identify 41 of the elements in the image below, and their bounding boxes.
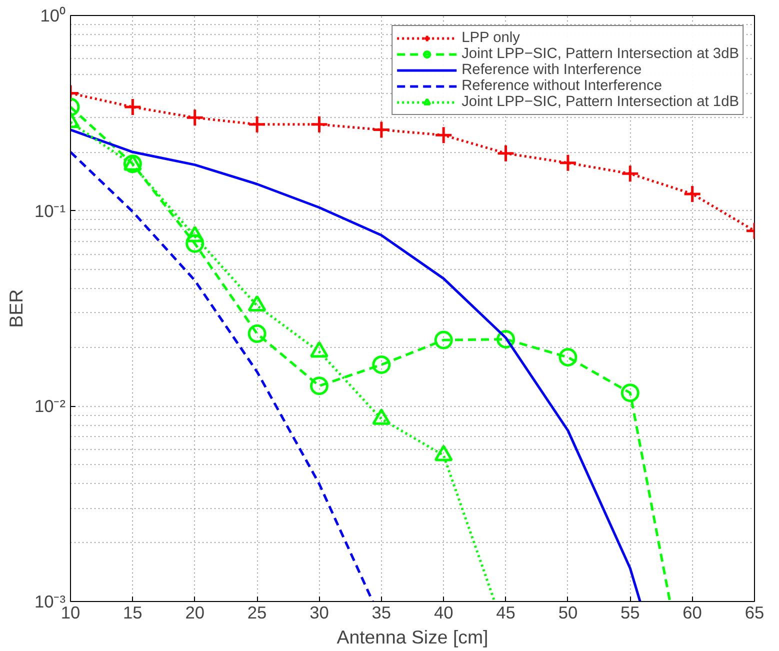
point xyxy=(620,164,640,183)
x-tick-label: 45 xyxy=(496,602,516,622)
x-tick-label: 10 xyxy=(60,602,80,622)
point xyxy=(496,330,516,349)
point xyxy=(683,184,702,204)
point xyxy=(558,348,578,366)
legend-label: Joint LPP−SIC, Pattern Intersection at 3dB xyxy=(462,46,739,62)
point xyxy=(496,144,516,163)
y-axis-title: BER xyxy=(5,289,26,328)
x-tick-label: 40 xyxy=(434,602,454,622)
point xyxy=(620,384,640,402)
point xyxy=(248,115,266,134)
point xyxy=(434,126,453,144)
x-tick-label: 50 xyxy=(558,602,578,622)
x-tick-label: 60 xyxy=(682,602,702,622)
line-series xyxy=(70,150,374,602)
legend-label: LPP only xyxy=(462,30,520,46)
x-tick-label: 25 xyxy=(247,602,267,622)
x-tick-label: 35 xyxy=(372,602,392,622)
x-tick-label: 55 xyxy=(620,602,640,622)
x-axis-title: Antenna Size [cm] xyxy=(336,626,488,648)
legend-label: Joint LPP−SIC, Pattern Intersection at 1dB xyxy=(462,94,739,110)
point xyxy=(558,154,578,172)
point xyxy=(310,376,328,396)
point xyxy=(186,108,204,127)
point xyxy=(248,324,266,343)
point xyxy=(372,120,391,140)
x-tick-label: 65 xyxy=(744,602,764,622)
point xyxy=(186,234,204,253)
y-tick-label: 10⁻² xyxy=(34,396,66,416)
x-tick-label: 20 xyxy=(185,602,205,622)
x-tick-label: 15 xyxy=(123,602,142,622)
legend-label: Reference without Interference xyxy=(462,78,662,94)
point xyxy=(310,115,328,134)
point xyxy=(372,355,391,374)
point xyxy=(434,330,453,350)
y-tick-label: 10⁰ xyxy=(40,6,66,26)
x-tick-label: 30 xyxy=(310,602,329,622)
legend-label: Reference with Interference xyxy=(462,62,642,78)
y-tick-label: 10⁻¹ xyxy=(34,200,66,221)
point xyxy=(123,98,142,116)
